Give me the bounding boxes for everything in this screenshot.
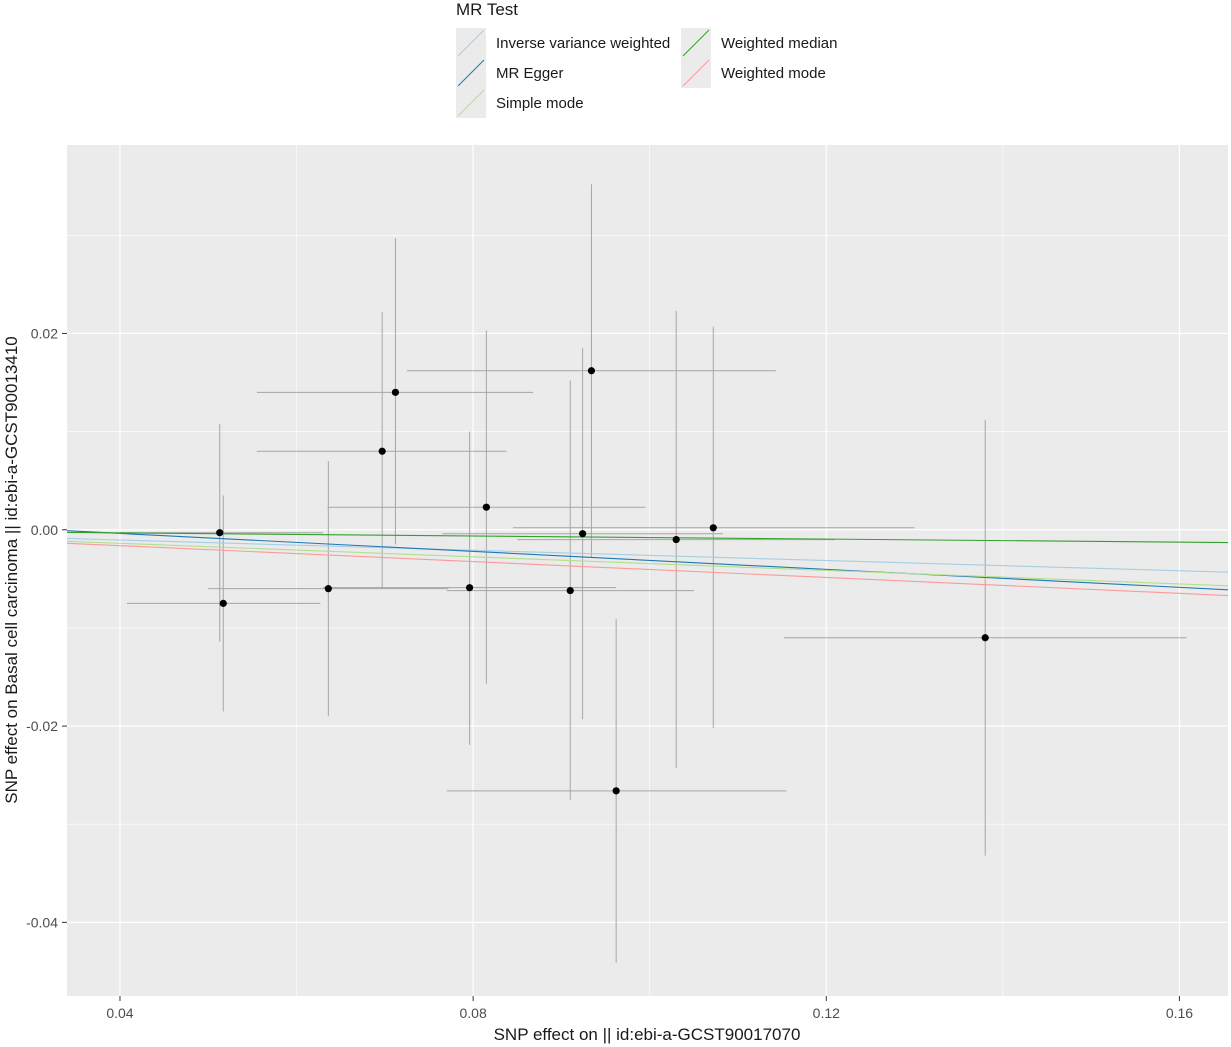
legend-title: MR Test [456,0,519,19]
legend-key-mr-egger [456,58,486,88]
minor-gridlines [67,145,1228,996]
y-tick-label: 0.00 [31,522,58,538]
data-point [709,524,717,532]
x-tick-label: 0.08 [460,1005,487,1021]
legend-label-weighted-median: Weighted median [721,34,838,52]
data-point [378,447,386,455]
fit-line-mr-egger [66,530,1229,591]
legend-item-simple-mode: Simple mode [456,88,584,118]
legend-item-ivw: Inverse variance weighted [456,28,670,58]
fit-line-weighted-mode [66,542,1229,597]
x-axis-ticks: 0.04 0.08 0.12 0.16 [106,996,1193,1021]
plot-panel-background [67,145,1228,996]
legend-label-mr-egger: MR Egger [496,64,564,82]
legend-label-ivw: Inverse variance weighted [496,34,671,52]
data-point [391,388,400,396]
fit-line-simple-mode [66,540,1229,587]
fit-line-weighted-median [66,531,1229,544]
legend-key-ivw [456,28,486,58]
data-point [216,529,224,537]
data-point [612,787,620,795]
mr-fit-lines [66,530,1229,597]
y-tick-label: 0.02 [31,325,58,341]
x-tick-label: 0.12 [813,1005,840,1021]
x-tick-label: 0.04 [106,1005,133,1021]
data-point [566,587,574,595]
x-tick-label: 0.16 [1166,1005,1193,1021]
data-point [219,599,227,607]
data-point [465,584,474,592]
data-point [981,634,989,642]
legend-item-weighted-median: Weighted median [681,28,837,58]
data-point [579,530,587,538]
major-gridlines [67,145,1228,996]
legend-item-weighted-mode: Weighted mode [681,58,826,88]
y-tick-label: -0.04 [26,914,58,930]
y-axis-label: SNP effect on Basal cell carcinoma || id… [2,336,21,803]
data-point [587,367,596,375]
legend-item-mr-egger: MR Egger [456,58,564,88]
y-tick-label: -0.02 [26,718,58,734]
data-point [482,503,490,511]
snp-points [216,367,989,795]
legend-label-weighted-mode: Weighted mode [721,64,826,82]
legend-label-simple-mode: Simple mode [496,94,584,112]
fit-line-inverse-variance-weighted [66,537,1229,573]
legend-key-weighted-median [681,28,711,58]
legend-key-weighted-mode [681,58,711,88]
legend-key-simple-mode [456,88,486,118]
data-point [672,535,680,544]
y-axis-ticks: 0.02 0.00 -0.02 -0.04 [26,325,67,930]
x-axis-label: SNP effect on || id:ebi-a-GCST90017070 [494,1025,801,1044]
data-point [324,585,332,593]
